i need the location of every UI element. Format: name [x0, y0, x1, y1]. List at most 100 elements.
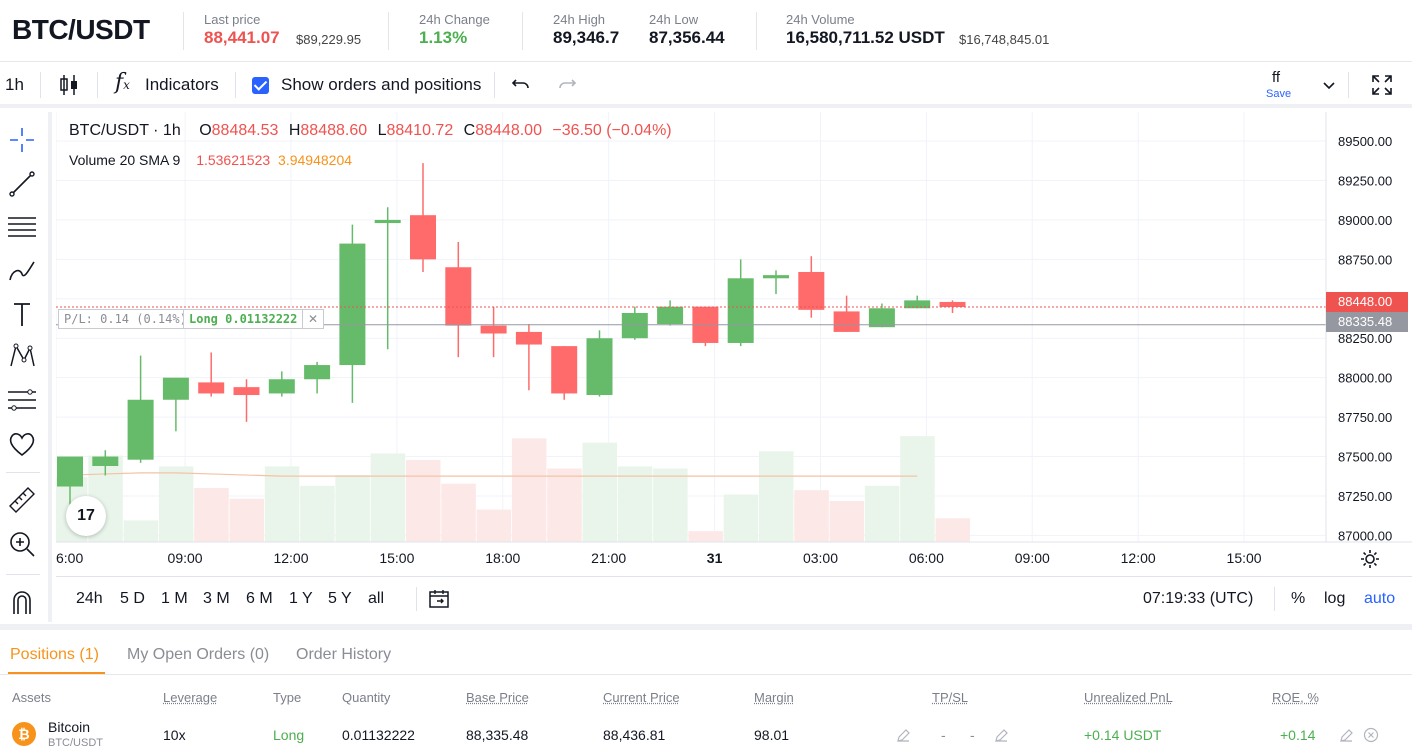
ruler-icon[interactable]	[6, 484, 38, 516]
symbol-interval[interactable]: BTC/USDT · 1h	[69, 122, 181, 139]
chart-canvas[interactable]: 89500.0089250.0089000.0088750.0088500.00…	[56, 112, 1412, 576]
text-icon[interactable]	[6, 298, 38, 330]
chevron-down-icon[interactable]	[1322, 78, 1336, 92]
candle-body	[410, 215, 436, 260]
zoom-in-icon[interactable]	[6, 528, 38, 560]
utc-clock[interactable]: 07:19:33 (UTC)	[1143, 590, 1254, 607]
x-tick-label: 06:00	[909, 550, 944, 566]
candle-body	[339, 243, 366, 366]
show-orders-checkbox[interactable]	[252, 77, 269, 94]
candles-icon[interactable]	[57, 73, 81, 97]
range-button-1y[interactable]: 1 Y	[289, 590, 313, 607]
magnet-icon[interactable]	[6, 586, 38, 618]
low-value: 88410.72	[386, 122, 454, 139]
range-button-5y[interactable]: 5 Y	[328, 590, 352, 607]
candle	[551, 346, 578, 400]
undo-icon[interactable]	[510, 74, 532, 96]
range-button-5d[interactable]: 5 D	[120, 590, 145, 607]
y-tick-label: 87750.00	[1338, 410, 1392, 425]
close-position-button[interactable]: ✕	[302, 309, 324, 329]
close-position-icon[interactable]	[1363, 727, 1379, 743]
pattern-icon[interactable]	[6, 340, 38, 372]
x-tick-label: 15:00	[379, 550, 414, 566]
edit-position-icon[interactable]	[1339, 728, 1354, 743]
candle-body	[833, 311, 860, 332]
volume-bar	[229, 498, 264, 542]
fib-retracement-icon[interactable]	[6, 210, 38, 242]
interval-button[interactable]: 1h	[5, 75, 24, 94]
brush-icon[interactable]	[6, 254, 38, 286]
leverage-value: 10x	[163, 727, 186, 743]
divider	[97, 72, 98, 98]
volume-bar	[123, 520, 159, 542]
save-button[interactable]: Save	[1266, 88, 1292, 100]
percent-scale-button[interactable]: %	[1291, 590, 1306, 607]
x-tick-label: 18:00	[485, 550, 520, 566]
prediction-icon[interactable]	[6, 384, 38, 416]
tab-order-history[interactable]: Order History	[296, 646, 392, 663]
header-unrealized-pnl: Unrealized PnL	[1084, 690, 1173, 705]
auto-scale-button[interactable]: auto	[1364, 590, 1396, 607]
volume-bar	[300, 485, 335, 542]
position-side-label[interactable]: Long 0.01132222	[183, 309, 304, 329]
range-button-3m[interactable]: 3 M	[203, 590, 230, 607]
candle	[621, 306, 648, 340]
high-label: H	[288, 122, 301, 139]
redo-icon[interactable]	[556, 74, 578, 96]
candle	[763, 270, 789, 295]
crosshair-icon[interactable]	[6, 124, 38, 156]
candle-body	[798, 271, 825, 310]
range-button-6m[interactable]: 6 M	[246, 590, 273, 607]
show-orders-label[interactable]: Show orders and positions	[281, 75, 482, 94]
unrealized-pnl-value: +0.14 USDT	[1084, 727, 1162, 743]
close-value: 88448.00	[475, 122, 542, 139]
open-value: 88484.53	[211, 122, 279, 139]
candle	[233, 379, 260, 422]
change-value: 1.13%	[419, 28, 468, 47]
heart-icon[interactable]	[6, 428, 38, 460]
divider	[756, 12, 757, 50]
indicators-button[interactable]: Indicators	[145, 75, 219, 94]
candle-body	[92, 456, 119, 467]
edit-tp-icon[interactable]	[896, 728, 911, 743]
price-chart[interactable]: 89500.0089250.0089000.0088750.0088500.00…	[56, 112, 1412, 576]
divider	[522, 12, 523, 50]
indicators-icon[interactable]: fx	[115, 70, 130, 95]
last-price-value: 88,441.07	[204, 28, 280, 47]
range-button-24h[interactable]: 24h	[76, 590, 103, 607]
entry-price-tag: 88335.48	[1326, 312, 1408, 332]
tab-open-orders[interactable]: My Open Orders (0)	[127, 646, 270, 663]
candle-body	[127, 399, 154, 460]
change-label: 24h Change	[419, 12, 490, 27]
range-button-all[interactable]: all	[368, 590, 385, 607]
candle-body	[374, 219, 401, 224]
high-value: 89,346.7	[553, 28, 620, 47]
sl-value: -	[970, 727, 975, 743]
y-tick-label: 88000.00	[1338, 371, 1392, 386]
candle	[410, 163, 436, 272]
range-button-1m[interactable]: 1 M	[161, 590, 188, 607]
divider	[235, 72, 236, 98]
volume-bar	[194, 488, 229, 542]
drawing-toolbar	[0, 112, 52, 622]
volume-bar	[900, 436, 935, 542]
svg-text:₿: ₿	[18, 726, 29, 742]
volume-bar	[935, 518, 970, 542]
volume-indicator-label[interactable]: Volume 20 SMA 9	[69, 152, 181, 168]
candle-body	[763, 275, 789, 279]
tradingview-logo[interactable]: 17	[66, 496, 106, 536]
save-layout-name[interactable]: ff	[1272, 69, 1281, 86]
tab-positions[interactable]: Positions (1)	[10, 646, 99, 663]
log-scale-button[interactable]: log	[1324, 590, 1346, 607]
gear-icon[interactable]	[1359, 548, 1381, 570]
fullscreen-icon[interactable]	[1370, 73, 1394, 97]
high-value: 88488.60	[300, 122, 368, 139]
trend-line-icon[interactable]	[6, 168, 38, 200]
low-label: L	[377, 122, 387, 139]
candle	[445, 242, 472, 358]
candle-body	[304, 365, 331, 380]
x-tick-label: 21:00	[591, 550, 626, 566]
goto-date-icon[interactable]	[428, 588, 450, 610]
edit-sl-icon[interactable]	[994, 728, 1009, 743]
